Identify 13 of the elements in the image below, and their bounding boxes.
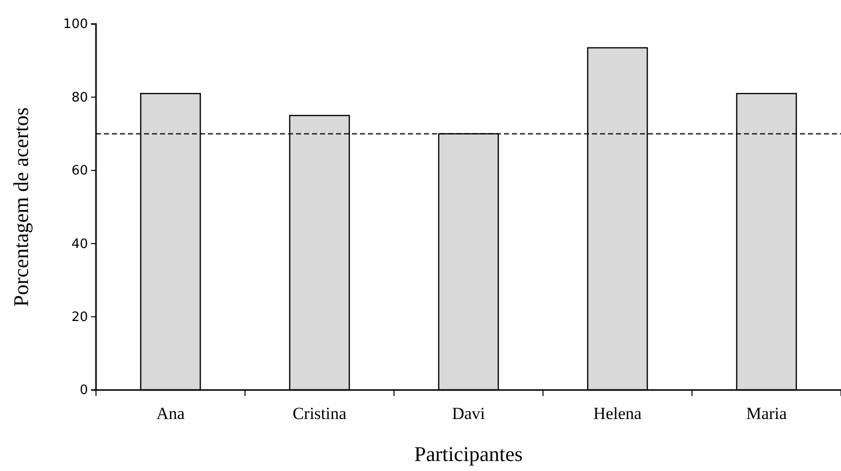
x-tick-label: Maria bbox=[746, 404, 788, 423]
y-tick-label: 40 bbox=[71, 236, 88, 252]
x-tick-label: Ana bbox=[156, 404, 186, 423]
x-tick-label: Davi bbox=[452, 404, 486, 423]
x-tick-label: Cristina bbox=[292, 404, 347, 423]
y-axis-title: Porcentagem de acertos bbox=[9, 107, 33, 307]
y-tick-label: 80 bbox=[71, 90, 88, 106]
y-tick-label: 60 bbox=[71, 164, 88, 179]
x-tick-label: Helena bbox=[593, 404, 642, 423]
x-axis-title: Participantes bbox=[414, 442, 523, 466]
y-tick-label: 20 bbox=[71, 310, 88, 325]
y-tick-label: 100 bbox=[63, 17, 88, 32]
y-tick-label: 0 bbox=[80, 383, 88, 398]
